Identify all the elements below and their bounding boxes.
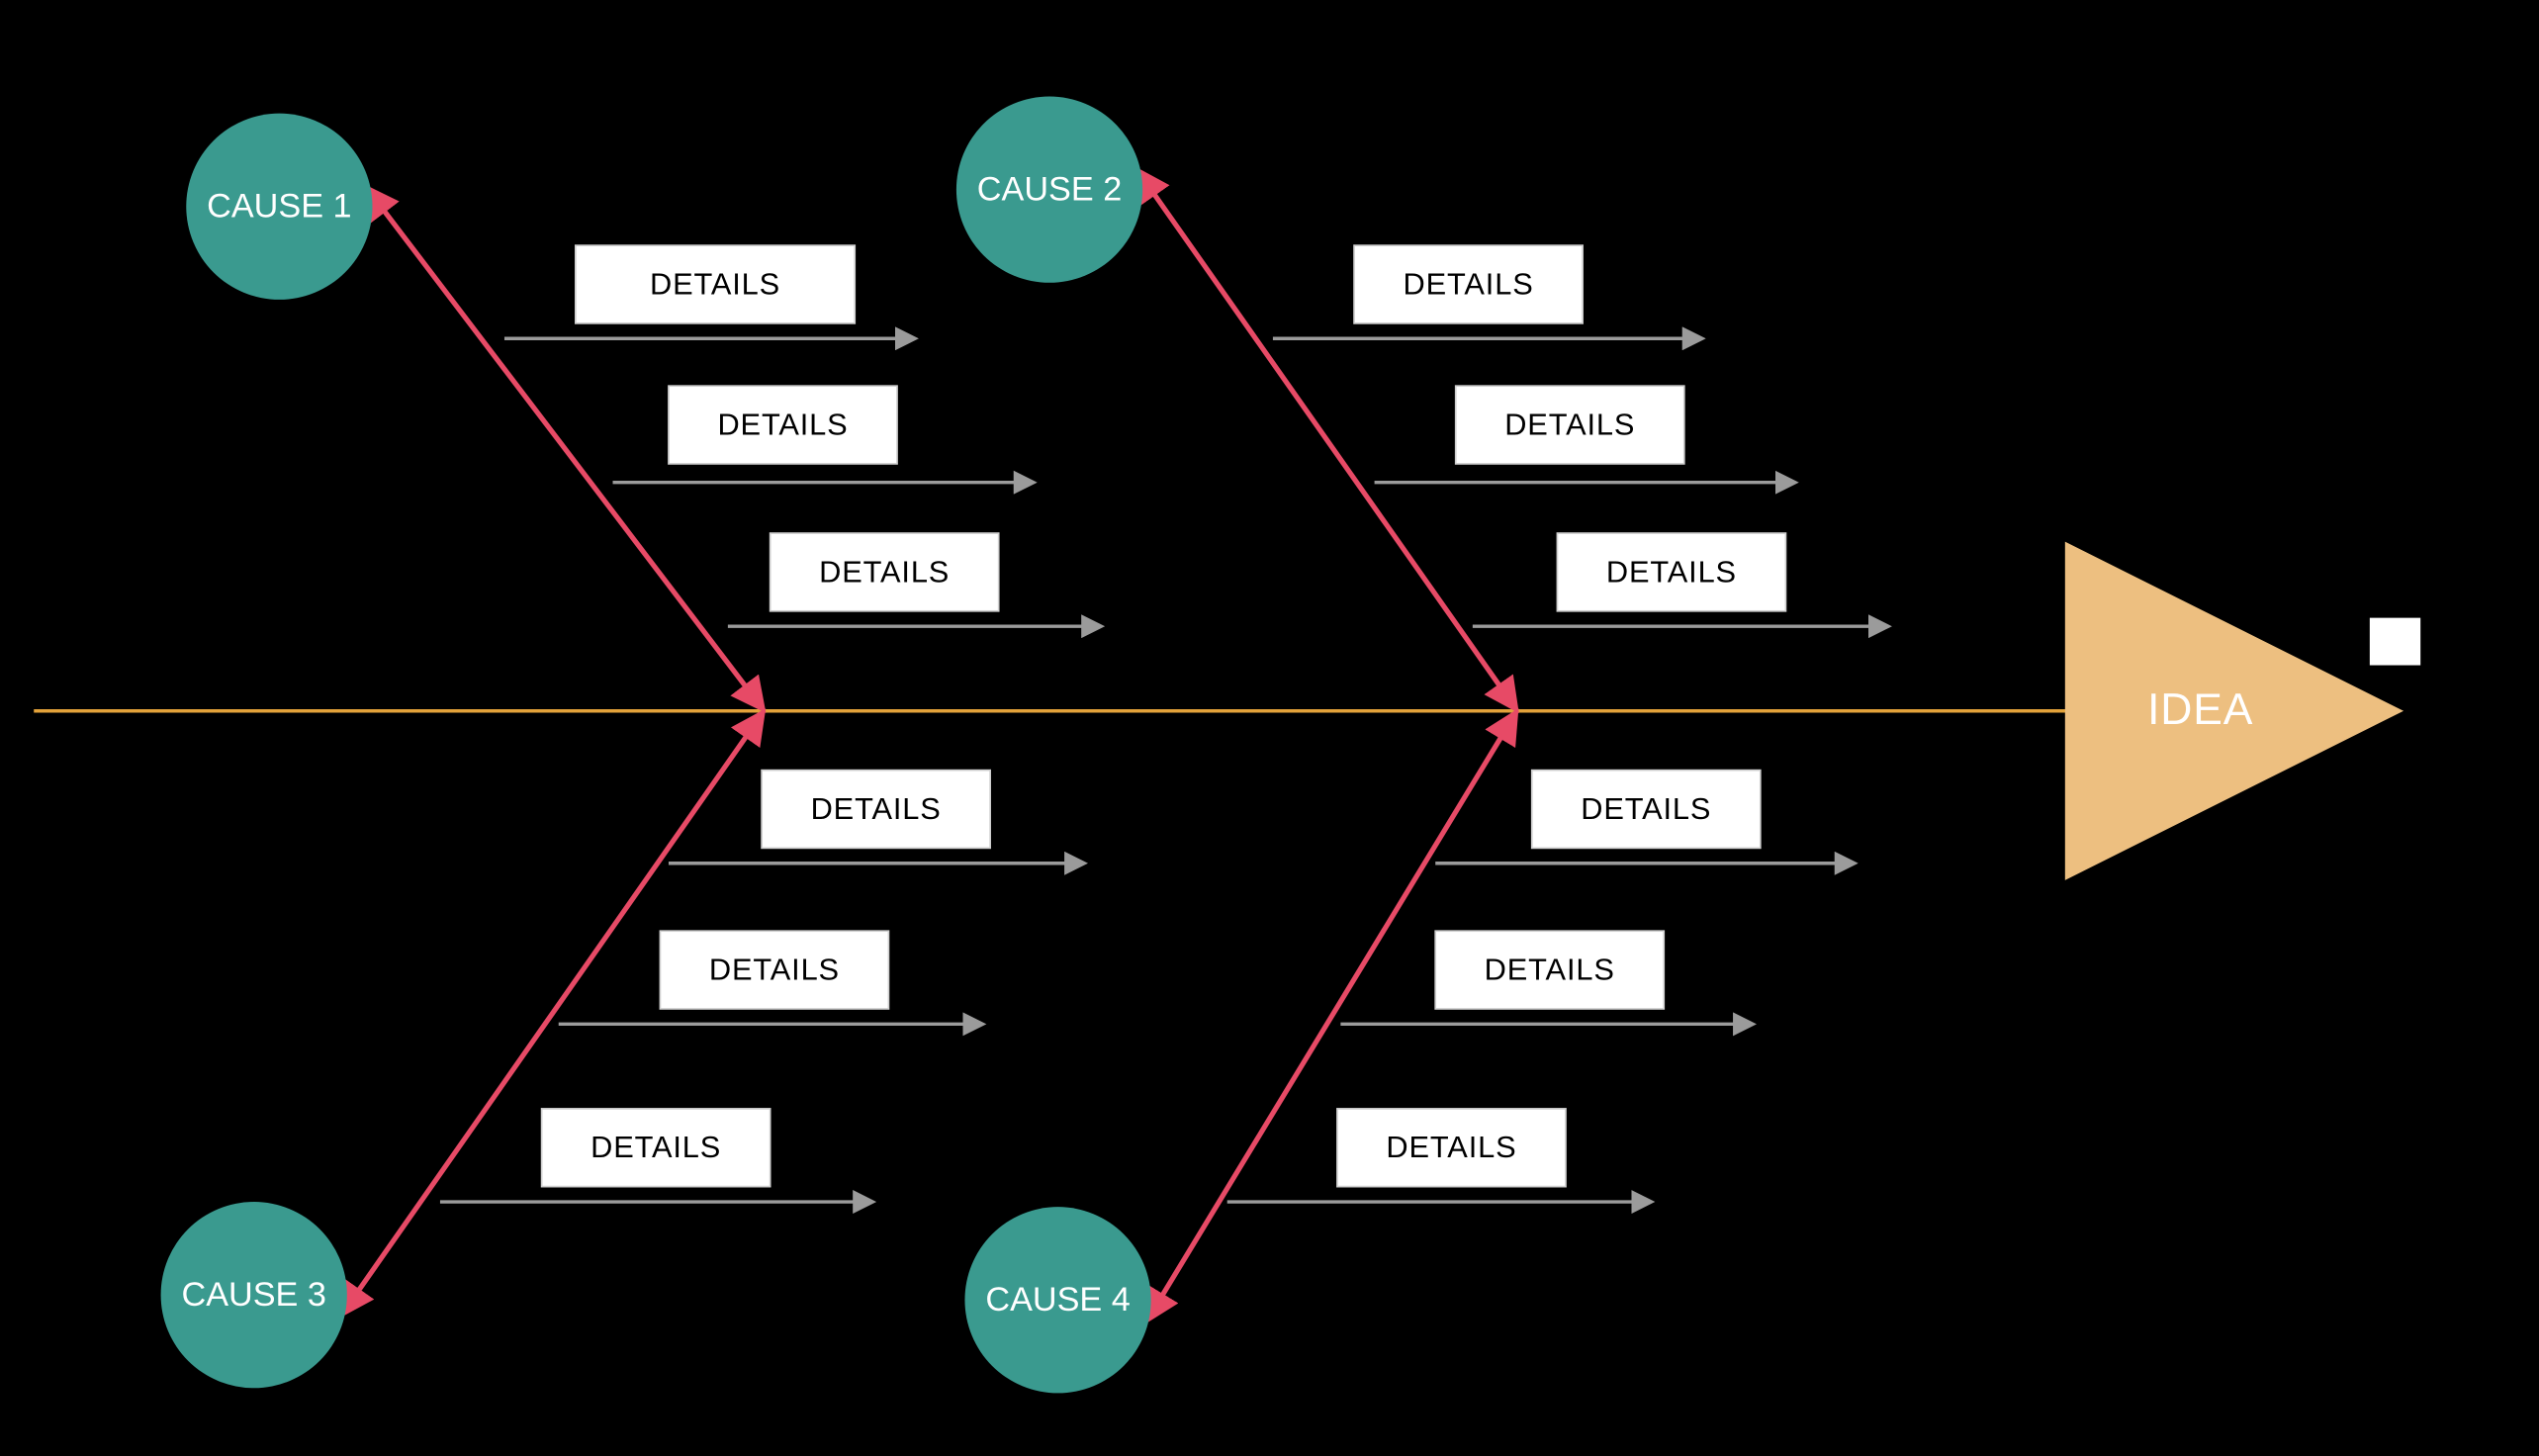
cause-4-label: CAUSE 4: [985, 1281, 1130, 1319]
head-label: IDEA: [2147, 685, 2253, 734]
head-accent-rect: [2370, 618, 2420, 666]
cause-2-detail-0-label: DETAILS: [1404, 266, 1534, 301]
cause-1-detail-1-label: DETAILS: [717, 407, 848, 441]
cause-2-detail-1-label: DETAILS: [1504, 407, 1635, 441]
cause-2-detail-2-label: DETAILS: [1606, 554, 1737, 589]
cause-4-detail-2-label: DETAILS: [1386, 1130, 1516, 1164]
cause-1-detail-0-label: DETAILS: [650, 266, 780, 301]
cause-3-detail-1-label: DETAILS: [709, 952, 840, 986]
cause-1-label: CAUSE 1: [207, 188, 351, 226]
cause-3-label: CAUSE 3: [181, 1276, 325, 1314]
cause-3-detail-0-label: DETAILS: [811, 791, 942, 826]
fishbone-diagram: IDEA DETAILS DETAILS DETAILS CAUSE 1 DETAILS D…: [0, 0, 2539, 1456]
cause-2-label: CAUSE 2: [977, 170, 1122, 208]
cause-4-detail-0-label: DETAILS: [1581, 791, 1711, 826]
cause-1-detail-2-label: DETAILS: [819, 554, 950, 589]
cause-3-detail-2-label: DETAILS: [590, 1130, 721, 1164]
cause-4-detail-1-label: DETAILS: [1485, 952, 1615, 986]
